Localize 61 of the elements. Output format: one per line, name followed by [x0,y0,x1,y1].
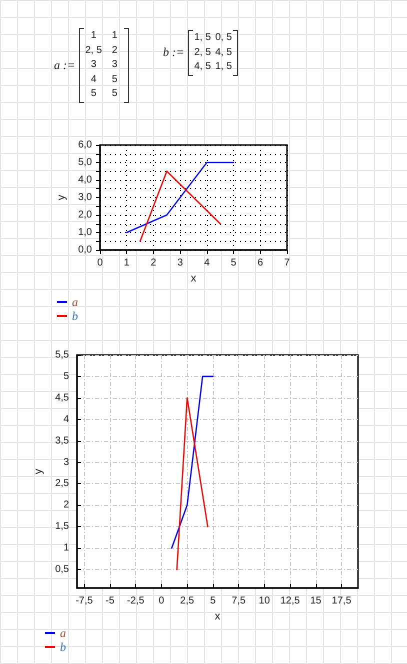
x-tick-label: -7,5 [76,596,94,606]
x-tick-label: 0 [158,596,165,606]
y-tick-label: 4 [63,414,70,425]
x-tick-label: -2,5 [127,596,145,606]
x-tick-label: 5 [210,596,216,606]
text: 1, 5 [193,31,212,45]
x-tick-label: 6 [258,258,264,268]
y-tick-label: 5,0 [78,157,92,168]
x-tick-label: -5 [105,596,115,606]
x-tick-label: 12,5 [280,596,300,606]
y-axis-title: y [56,194,68,200]
y-tick-label: 0,5 [55,564,70,576]
legend-label: a [60,626,66,640]
text: 1, 5 [214,60,233,74]
legend-label: b [60,640,66,654]
y-tick-label: 3,0 [78,192,92,203]
y-tick-label: 5 [63,370,70,382]
x-axis-title: x [214,610,221,622]
x-tick-label: 2 [150,258,157,268]
x-tick-label: 7 [284,258,290,268]
y-tick-label: 0,0 [78,244,92,256]
legend-label: a [72,295,78,309]
text: b := [163,45,184,60]
text: 1 [110,29,118,43]
line-series [126,162,234,234]
x-tick-label: 15 [310,596,322,606]
x-tick-label: 7,5 [232,596,246,606]
y-tick-label: 1,5 [55,521,70,532]
x-tick-label: 2,5 [180,596,195,606]
text: 2, 5 [84,44,103,58]
x-tick-label: 5 [230,258,237,268]
x-tick-label: 3 [177,258,184,268]
text: 4, 5 [214,46,233,60]
text: 4, 5 [193,60,212,74]
x-tick-label: 0 [97,258,104,268]
text: a := [54,58,76,73]
y-tick-label: 5,5 [55,350,70,360]
y-axis-title: y [32,468,45,474]
x-tick-label: 4 [204,258,210,268]
line-series [171,376,214,549]
y-tick-label: 1,0 [78,227,92,238]
text: 5 [110,87,118,101]
text: 3 [110,58,118,72]
y-tick-label: 6,0 [78,140,92,150]
y-tick-label: 1 [63,542,70,554]
y-tick-label: 4,5 [55,392,70,404]
y-tick-label: 4,0 [78,174,92,186]
x-tick-label: 1 [124,258,130,268]
legend-label: b [72,309,78,323]
x-tick-label: 10 [258,596,270,606]
x-tick-label: 17,5 [332,596,352,606]
text: 5 [110,72,118,86]
text: 0, 5 [214,31,233,45]
y-tick-label: 3 [63,456,70,468]
x-axis-title: x [190,272,197,284]
y-tick-label: 2,5 [55,478,70,490]
y-tick-label: 3,5 [55,435,70,446]
text: 2 [110,44,118,58]
y-tick-label: 2,0 [78,210,92,220]
text: 2, 5 [193,46,212,60]
y-tick-label: 2 [63,500,70,511]
